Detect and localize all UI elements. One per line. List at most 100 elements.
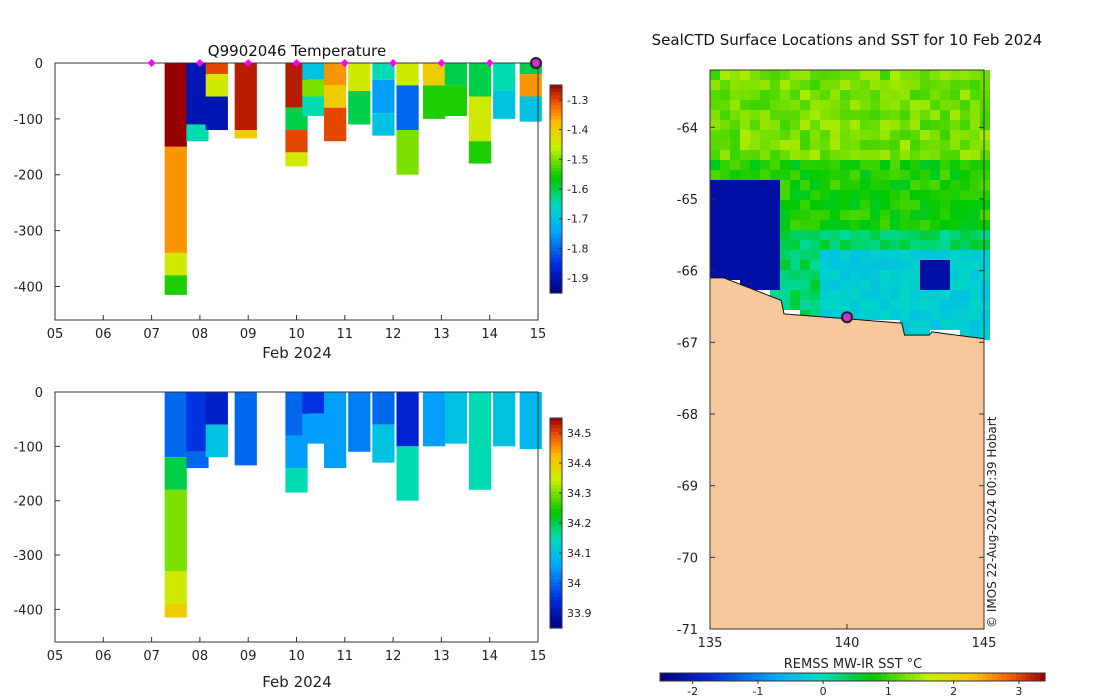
sst-cell <box>890 90 900 100</box>
sst-cell <box>760 130 770 140</box>
map-colorbar-swatch <box>1035 673 1041 681</box>
profile-cell <box>234 63 257 131</box>
colorbar-swatch <box>550 477 562 482</box>
sst-cell <box>830 280 840 290</box>
sst-cell <box>720 70 730 80</box>
sst-cell <box>770 80 780 90</box>
map-colorbar-swatch <box>775 673 781 681</box>
sst-cell <box>940 320 950 330</box>
colorbar-swatch <box>550 621 562 626</box>
sst-cell <box>850 130 860 140</box>
sst-cell <box>790 220 800 230</box>
sst-cell <box>770 100 780 110</box>
profile-column <box>186 392 209 469</box>
sst-cell <box>900 310 910 320</box>
colorbar-swatch <box>550 530 562 535</box>
colorbar-swatch <box>550 579 562 584</box>
profile-cell <box>186 124 209 142</box>
sst-cell <box>710 270 720 280</box>
sst-cell <box>760 100 770 110</box>
map-colorbar-swatch <box>703 673 709 681</box>
sst-cell <box>890 70 900 80</box>
map-lat-ticks: -64 -65 -66 -67 -68 -69 -70 -71 <box>677 121 984 638</box>
lat-tick-label: -65 <box>677 193 698 208</box>
sst-cell <box>890 140 900 150</box>
sst-cell <box>900 200 910 210</box>
sst-cell <box>760 270 770 280</box>
sst-cell <box>970 120 980 130</box>
map-colorbar-swatch <box>789 673 796 681</box>
map-colorbar-swatch <box>688 673 695 681</box>
sst-cell <box>870 80 880 90</box>
sst-cell <box>750 190 760 200</box>
sst-cell <box>750 260 760 270</box>
sst-cell <box>970 220 980 230</box>
sst-cell <box>760 140 770 150</box>
sst-cell <box>940 230 950 240</box>
sst-cell <box>940 220 950 230</box>
sst-cell <box>810 230 820 240</box>
colorbar-swatch <box>550 589 562 594</box>
sst-cell <box>940 280 950 290</box>
colorbar-swatch <box>550 575 562 580</box>
sst-cell <box>920 190 930 200</box>
sst-cell <box>790 110 800 120</box>
sst-cell <box>960 190 970 200</box>
map-colorbar-swatch <box>838 673 844 681</box>
sst-cell <box>750 220 760 230</box>
sst-cell <box>750 230 760 240</box>
profile-cell <box>396 85 419 131</box>
sst-cell <box>920 280 930 290</box>
y-tick-label: 0 <box>35 57 43 72</box>
sst-cell <box>790 140 800 150</box>
sst-cell <box>850 140 860 150</box>
sst-cell <box>820 110 830 120</box>
sst-cell <box>950 280 960 290</box>
sst-cell <box>970 130 980 140</box>
map-colorbar-tick-label: 3 <box>1015 685 1022 698</box>
profile-marker <box>437 59 446 67</box>
sst-cell <box>780 70 790 80</box>
sst-cell <box>930 100 940 110</box>
sst-cell <box>940 180 950 190</box>
sst-cell <box>710 120 720 130</box>
profile-cell <box>324 85 347 108</box>
lon-tick-label: 145 <box>972 636 997 651</box>
sst-cell <box>770 280 780 290</box>
sst-cell <box>790 300 800 310</box>
map-colorbar-swatch <box>814 673 820 681</box>
colorbar-swatch <box>550 213 562 218</box>
sst-cell <box>860 170 870 180</box>
profile-cell <box>302 413 325 444</box>
sst-cell <box>920 220 930 230</box>
profile-column <box>519 392 542 450</box>
sst-cell <box>910 110 920 120</box>
map-colorbar-swatch <box>799 673 805 681</box>
sst-cell <box>760 250 770 260</box>
sst-cell <box>960 180 970 190</box>
profile-cell <box>444 63 467 86</box>
colorbar-swatch <box>550 551 562 556</box>
profile-column <box>324 63 347 142</box>
profile-cell <box>324 107 347 142</box>
salinity-y-ticks: 0 -100 -200 -300 -400 <box>13 386 60 618</box>
sst-cell <box>970 290 980 300</box>
map-colorbar-swatch <box>717 673 724 681</box>
profile-cell <box>205 392 228 425</box>
sst-cell <box>720 160 730 170</box>
sst-cell <box>890 80 900 90</box>
sst-cell <box>830 250 840 260</box>
colorbar-swatch <box>550 561 562 566</box>
sst-cell <box>830 300 840 310</box>
sst-cell <box>920 210 930 220</box>
colorbar-swatch <box>550 272 562 277</box>
sst-cell <box>760 230 770 240</box>
sst-cell <box>940 140 950 150</box>
sst-cell <box>910 210 920 220</box>
sst-cell <box>780 250 790 260</box>
colorbar-swatch <box>550 519 562 524</box>
colorbar-tick-label: -1.6 <box>567 183 588 196</box>
profile-column <box>519 63 542 122</box>
sst-cell <box>780 100 790 110</box>
sst-cell <box>710 200 720 210</box>
